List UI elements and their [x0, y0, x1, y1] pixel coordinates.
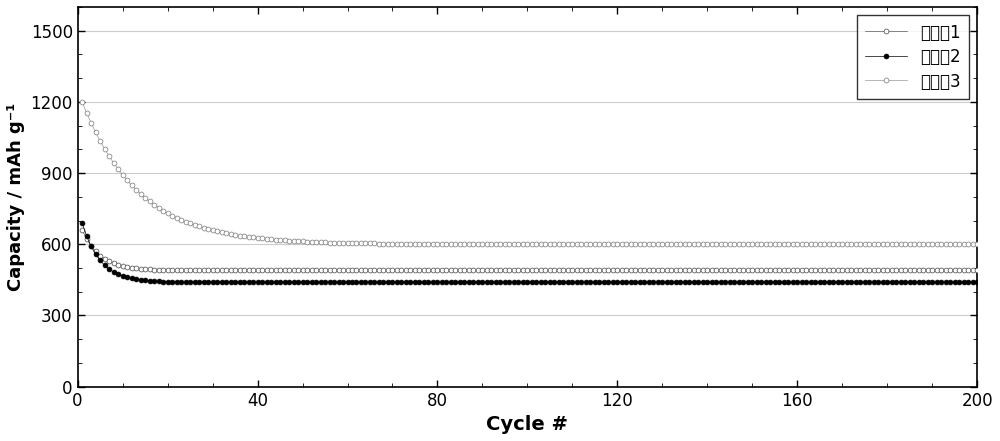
对比例1 [243, 268, 255, 273]
对比例1 [112, 262, 124, 268]
对比例2 [315, 280, 327, 285]
对比例3 [895, 242, 907, 247]
Y-axis label: Capacity / mAh g⁻¹: Capacity / mAh g⁻¹ [7, 103, 25, 291]
对比例2 [243, 280, 255, 285]
对比例3 [315, 239, 327, 245]
对比例1 [315, 268, 327, 273]
对比例2 [971, 280, 983, 285]
对比例3 [76, 99, 88, 105]
对比例3 [971, 242, 983, 247]
对比例1 [76, 228, 88, 233]
对比例1 [971, 268, 983, 273]
对比例2 [931, 280, 943, 285]
对比例3 [926, 242, 938, 247]
Legend: 对比例1, 对比例2, 对比例3: 对比例1, 对比例2, 对比例3 [857, 15, 969, 99]
Line: 对比例1: 对比例1 [80, 228, 980, 273]
对比例2 [899, 280, 911, 285]
对比例2 [112, 272, 124, 277]
对比例1 [733, 268, 745, 273]
对比例3 [130, 187, 142, 192]
对比例1 [931, 268, 943, 273]
对比例1 [899, 268, 911, 273]
对比例2 [130, 277, 142, 282]
对比例3 [243, 234, 255, 239]
对比例3 [112, 167, 124, 172]
对比例1 [130, 266, 142, 271]
对比例2 [737, 280, 749, 285]
Line: 对比例2: 对比例2 [80, 220, 980, 284]
对比例2 [76, 220, 88, 225]
Line: 对比例3: 对比例3 [80, 99, 980, 247]
X-axis label: Cycle #: Cycle # [486, 415, 568, 434]
